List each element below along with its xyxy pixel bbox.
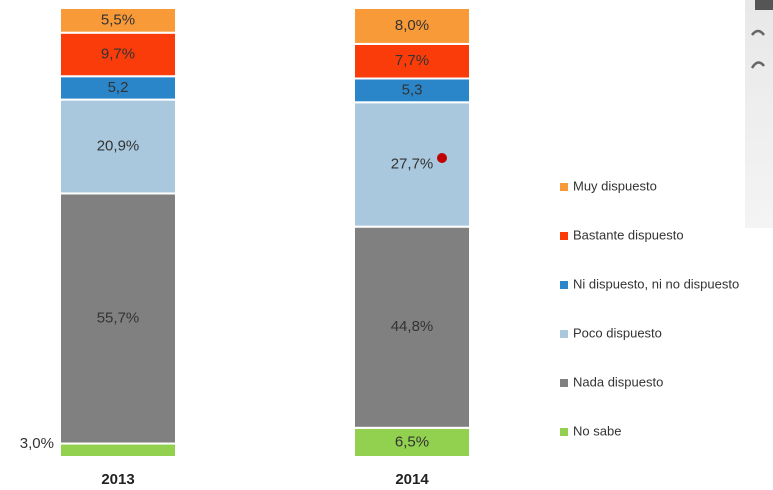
- data-label: 5,2: [108, 79, 129, 96]
- photo-thumbnail: [745, 0, 773, 228]
- data-label: 3,0%: [20, 435, 54, 452]
- data-label: 6,5%: [395, 433, 429, 450]
- bar-segment: [59, 192, 177, 445]
- data-label: 5,3: [402, 81, 423, 98]
- data-label: 7,7%: [395, 52, 429, 69]
- legend-swatch: [560, 281, 568, 289]
- bar-segment: [353, 101, 471, 228]
- bar-segment: [353, 7, 471, 45]
- legend-label: Poco dispuesto: [573, 325, 662, 340]
- legend-swatch: [560, 232, 568, 240]
- bar-segment: [59, 7, 177, 34]
- cursor-dot: [437, 153, 447, 163]
- legend-label: Ni dispuesto, ni no dispuesto: [573, 276, 739, 291]
- data-label: 9,7%: [101, 45, 135, 62]
- legend-label: No sabe: [573, 423, 621, 438]
- legend-swatch: [560, 183, 568, 191]
- data-label: 44,8%: [391, 318, 434, 335]
- legend-swatch: [560, 330, 568, 338]
- data-label: 5,5%: [101, 11, 135, 28]
- legend-swatch: [560, 428, 568, 436]
- data-label: 8,0%: [395, 17, 429, 34]
- x-tick-label: 2014: [395, 471, 429, 488]
- data-label: 55,7%: [97, 309, 140, 326]
- data-label: 27,7%: [391, 155, 434, 172]
- data-label: 20,9%: [97, 137, 140, 154]
- photo-detail: [755, 0, 773, 10]
- legend-label: Nada dispuesto: [573, 374, 663, 389]
- x-tick-label: 2013: [101, 471, 134, 488]
- bar-segment: [353, 42, 471, 80]
- bar-segment: [59, 442, 177, 458]
- legend-label: Muy dispuesto: [573, 178, 657, 193]
- legend-label: Bastante dispuesto: [573, 227, 684, 242]
- legend-swatch: [560, 379, 568, 387]
- photo-detail: [750, 29, 765, 69]
